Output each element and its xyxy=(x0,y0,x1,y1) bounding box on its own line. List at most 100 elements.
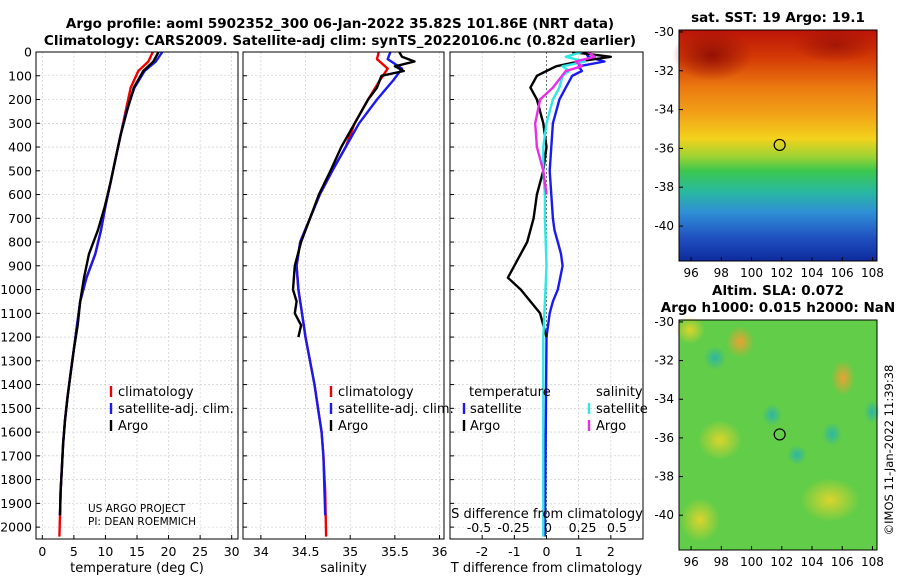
imos-stamp: ©IMOS 11-Jan-2022 11:39:38 xyxy=(882,365,896,536)
map-y-tick-label: -38 xyxy=(654,470,674,484)
x-tick-label: 1 xyxy=(575,544,583,559)
sla-low-3 xyxy=(822,422,842,446)
y-tick-label: 1800 xyxy=(0,472,32,487)
map-x-tick-label: 108 xyxy=(861,555,884,569)
x-tick-label: -2 xyxy=(476,544,488,559)
y-tick-label: 0 xyxy=(24,45,32,60)
x-tick-label: 0 xyxy=(543,544,551,559)
map-x-tick-label: 106 xyxy=(831,555,854,569)
plot-frame xyxy=(242,51,445,540)
series-line-argo xyxy=(58,52,160,516)
sla-high-4 xyxy=(698,420,742,460)
series-line-t-argo xyxy=(506,52,612,338)
series-group xyxy=(291,52,416,537)
s-tick-label: -0.25 xyxy=(497,520,529,535)
x-tick-label: -1 xyxy=(508,544,520,559)
x-tick-label: 0 xyxy=(38,544,46,559)
legend-satellite-label: satellite-adj. clim. xyxy=(338,402,454,417)
series-line-climatology xyxy=(58,52,154,537)
sla-low-2 xyxy=(762,404,782,426)
series-line-t-satellite xyxy=(543,52,606,537)
y-tick-label: 700 xyxy=(8,211,32,226)
sst-argo-location-marker xyxy=(773,138,786,152)
sla-map: 96 98 100 102 104 106 108 -30 -32 -34 -36 -38 -40 xyxy=(654,315,884,569)
map-y-tick-label: -32 xyxy=(654,354,674,368)
s-tick-label: 0 xyxy=(544,520,552,535)
series-line-climatology xyxy=(295,52,389,537)
map-y-tick-label: -32 xyxy=(654,64,674,78)
s-difference-ticks: -0.5 -0.25 0 0.25 0.5 xyxy=(467,520,627,535)
map-y-tick-label: -30 xyxy=(654,315,674,329)
sla-map-frame xyxy=(678,319,878,551)
legend-argo-label: Argo xyxy=(118,419,148,434)
temperature-panel: 0 5 10 15 20 25 30 temperature (deg C) 0 100 200 30… xyxy=(0,45,239,577)
x-tick-label: 2 xyxy=(607,544,615,559)
x-axis-label: salinity xyxy=(320,561,367,576)
legend-salinity-title: salinity xyxy=(596,385,643,400)
y-tick-label: 400 xyxy=(8,140,32,155)
salinity-panel: 34 34.5 35 35.5 36 salinity xyxy=(242,51,448,576)
map-y-tick-label: -36 xyxy=(654,431,674,445)
sla-high-1 xyxy=(726,326,754,358)
y-tick-label: 800 xyxy=(8,235,32,250)
map-x-tick-label: 104 xyxy=(801,555,824,569)
x-tick-label: 10 xyxy=(97,544,113,559)
y-tick-label: 1600 xyxy=(0,425,32,440)
y-tick-label: 100 xyxy=(8,68,32,83)
x-axis-label: T difference from climatology xyxy=(450,561,643,576)
x-tick-label: 25 xyxy=(192,544,208,559)
series-group xyxy=(58,52,164,537)
map-y-tick-label: -40 xyxy=(654,219,674,233)
legend-climatology-label: climatology xyxy=(118,385,194,400)
map-x-tick-label: 96 xyxy=(683,555,698,569)
map-x-tick-label: 104 xyxy=(801,266,824,280)
legend-s-argo-label: Argo xyxy=(596,419,626,434)
legend-t-argo-label: Argo xyxy=(470,419,500,434)
x-tick-label: 5 xyxy=(70,544,78,559)
credit-line2: PI: DEAN ROEMMICH xyxy=(88,516,196,528)
series-line-s-satellite xyxy=(542,52,587,537)
credit-line1: US ARGO PROJECT xyxy=(88,503,186,515)
map-x-tick-label: 96 xyxy=(683,266,698,280)
map-y-tick-label: -36 xyxy=(654,141,674,155)
legend-s-satellite-label: satellite xyxy=(596,402,648,417)
map-x-tick-label: 100 xyxy=(740,555,763,569)
temperature-legend: climatology satellite-adj. clim. Argo xyxy=(109,385,234,434)
y-tick-label: 1100 xyxy=(0,306,32,321)
map-x-tick-label: 102 xyxy=(770,266,793,280)
difference-legend: temperature salinity satellite Argo sate… xyxy=(462,385,648,434)
sla-low-4 xyxy=(787,445,807,465)
map-x-tick-label: 100 xyxy=(740,266,763,280)
map-x-tick-label: 98 xyxy=(714,266,729,280)
sla-high-5 xyxy=(800,478,860,522)
s-difference-label: S difference from climatology xyxy=(451,507,643,522)
sla-map-ticks: 96 98 100 102 104 106 108 -30 -32 -34 -36 -38 -40 xyxy=(654,315,884,569)
x-tick-label: 20 xyxy=(161,544,177,559)
map-x-tick-label: 106 xyxy=(831,266,854,280)
x-tick-label: 34.5 xyxy=(292,544,320,559)
y-tick-label: 1700 xyxy=(0,448,32,463)
map-y-tick-label: -30 xyxy=(654,25,674,39)
s-tick-label: 0.5 xyxy=(607,520,627,535)
series-line-s-argo xyxy=(534,52,596,195)
y-tick-label: 2000 xyxy=(0,520,32,535)
sla-high-3 xyxy=(675,316,705,344)
x-tick-label: 30 xyxy=(224,544,240,559)
legend-t-satellite-label: satellite xyxy=(470,402,522,417)
y-tick-label: 300 xyxy=(8,116,32,131)
x-tick-label: 36 xyxy=(432,544,448,559)
sla-low-5 xyxy=(864,400,880,424)
y-tick-label: 900 xyxy=(8,258,32,273)
legend-temperature-title: temperature xyxy=(469,385,551,400)
y-tick-label: 1400 xyxy=(0,377,32,392)
salinity-legend: climatology satellite-adj. clim. Argo xyxy=(329,385,454,434)
y-tick-label: 1200 xyxy=(0,330,32,345)
sla-map-title-line1: Altim. SLA: 0.072 xyxy=(712,283,844,299)
y-tick-label: 200 xyxy=(8,92,32,107)
sst-map: 96 98 100 102 104 106 108 -30 -32 -34 -36 -38 -40 xyxy=(654,25,884,280)
y-tick-label: 1300 xyxy=(0,353,32,368)
series-line-argo xyxy=(291,52,416,338)
sst-warm-core-east xyxy=(793,27,877,63)
map-x-tick-label: 108 xyxy=(861,266,884,280)
map-y-tick-label: -34 xyxy=(654,103,674,117)
